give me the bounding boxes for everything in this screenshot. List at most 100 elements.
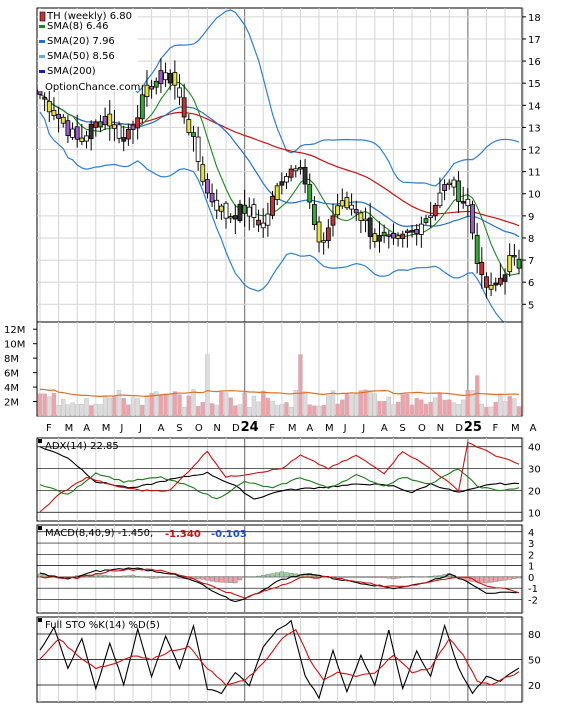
candle-body [377, 235, 382, 242]
candle-body [237, 203, 243, 221]
macd-histogram-bar [144, 576, 150, 578]
volume-bar [154, 391, 159, 417]
volume-bar [70, 402, 75, 417]
volume-bar [112, 396, 117, 417]
macd-histogram-bar [516, 576, 522, 579]
volume-bar [191, 389, 196, 417]
volume-bar [298, 354, 303, 417]
macd-histogram-bar [149, 576, 154, 579]
macd-histogram-bar [488, 576, 494, 583]
price-title: TH (weekly) 6.80 [46, 11, 132, 22]
candle-body [256, 219, 261, 226]
macd-histogram-bar [265, 574, 271, 578]
volume-bar [512, 398, 517, 417]
candle-body [70, 128, 75, 138]
macd-histogram-bar [386, 576, 391, 579]
candle-body [218, 205, 224, 212]
volume-bar [144, 395, 150, 417]
price-tick-label: 16 [528, 57, 541, 68]
volume-bar [326, 395, 331, 417]
macd-histogram-bar [437, 575, 443, 578]
macd-histogram-bar [409, 576, 415, 578]
candle-body [149, 86, 155, 90]
series-signal [39, 568, 520, 599]
macd-histogram-bar [428, 576, 433, 578]
volume-tick-label: 8M [4, 354, 19, 365]
candle-body [228, 216, 234, 219]
volume-bar [437, 393, 443, 417]
candle-body [400, 233, 406, 239]
macd-histogram-bar [177, 576, 182, 579]
macd-histogram-bar [391, 576, 396, 580]
indicator-tick-label: 30 [528, 465, 541, 476]
candle-body [116, 124, 122, 139]
candle-body [451, 179, 457, 188]
candle-body [479, 261, 485, 276]
month-label: F [269, 423, 275, 434]
volume-tick-label: 2M [4, 398, 19, 409]
macd-histogram-bar [130, 575, 136, 578]
price-tick-label: 5 [528, 300, 534, 311]
volume-bar [200, 402, 205, 417]
month-label: M [102, 423, 111, 434]
candle-body [339, 200, 345, 207]
macd-histogram-bar [223, 576, 229, 583]
macd-histogram-bar [367, 576, 373, 578]
candle-body [270, 195, 275, 216]
macd-histogram-bar [484, 576, 489, 584]
macd-histogram-bar [237, 576, 243, 581]
price-tick-label: 15 [528, 79, 541, 90]
volume-bar [288, 407, 294, 417]
candle-body [372, 233, 378, 242]
volume-bar [98, 404, 103, 417]
macd-histogram-bar [205, 576, 210, 581]
legend-background [38, 9, 138, 91]
candle-body [56, 113, 62, 119]
volume-bar [400, 394, 405, 417]
month-label: O [418, 423, 426, 434]
macd-histogram-bar [274, 572, 280, 578]
candle-body [316, 221, 322, 243]
volume-bar [456, 404, 461, 417]
month-label: F [46, 423, 52, 434]
macd-histogram-bar [395, 576, 401, 579]
candle-body [307, 184, 313, 203]
macd-histogram-bar [493, 576, 498, 582]
series-adx [39, 446, 520, 500]
macd-histogram-bar [154, 576, 159, 579]
macd-histogram-bar [433, 575, 438, 578]
volume-bar [381, 400, 387, 417]
volume-bar [516, 406, 522, 417]
candle-body [349, 204, 354, 210]
volume-bar [423, 403, 429, 417]
volume-bar [316, 405, 322, 417]
volume-bar [265, 397, 271, 417]
macd-histogram-bar [377, 576, 382, 578]
price-tick-label: 10 [528, 190, 541, 201]
price-tick-label: 8 [528, 234, 534, 245]
month-label: D [232, 423, 240, 434]
month-label: M [65, 423, 74, 434]
volume-bar [261, 390, 266, 417]
volume-bar [195, 406, 201, 417]
candle-body [502, 274, 508, 282]
candle-body [367, 217, 373, 237]
volume-bar [502, 401, 508, 417]
indicator-title: Full STO %K(14) %D(5) [45, 620, 160, 631]
month-label: 24 [241, 420, 259, 435]
candle-body [195, 136, 201, 162]
candle-body [507, 255, 513, 273]
series--d [39, 628, 520, 686]
price-tick-label: 11 [528, 168, 541, 179]
candle-body [418, 223, 424, 235]
volume-bar [451, 402, 457, 417]
volume-bar [447, 399, 452, 417]
volume-bar [163, 393, 168, 417]
month-label: J [361, 423, 365, 434]
volume-bar [181, 407, 187, 417]
volume-bar [493, 401, 498, 417]
macd-histogram-bar [405, 576, 410, 578]
candle-body [177, 87, 182, 98]
volume-bar [354, 393, 359, 417]
candle-body [135, 117, 141, 129]
